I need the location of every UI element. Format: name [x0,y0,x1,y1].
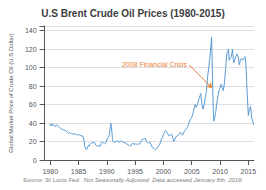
svg-text:Source: St Louis Fed. Not Sea: Source: St Louis Fed. Not Seasonally Adj… [23,177,244,183]
svg-text:1985: 1985 [71,168,87,175]
svg-text:120: 120 [25,46,37,53]
svg-text:140: 140 [25,27,37,34]
svg-text:U.S Brent Crude Oil Prices (19: U.S Brent Crude Oil Prices (1980-2015) [41,8,224,19]
svg-text:2015: 2015 [241,168,257,175]
svg-text:2000: 2000 [156,168,172,175]
svg-text:40: 40 [29,120,37,127]
svg-text:20: 20 [29,138,37,145]
svg-text:60: 60 [29,101,37,108]
svg-text:2008 Financial Crisis: 2008 Financial Crisis [122,61,187,68]
svg-text:1980: 1980 [42,168,58,175]
svg-text:80: 80 [29,83,37,90]
svg-text:2005: 2005 [184,168,200,175]
svg-text:1990: 1990 [99,168,115,175]
svg-text:2010: 2010 [212,168,228,175]
svg-text:100: 100 [25,64,37,71]
svg-text:Global Market Price of Crude O: Global Market Price of Crude Oil (U.S Do… [8,33,14,152]
svg-text:0: 0 [33,157,37,164]
svg-text:1995: 1995 [127,168,143,175]
